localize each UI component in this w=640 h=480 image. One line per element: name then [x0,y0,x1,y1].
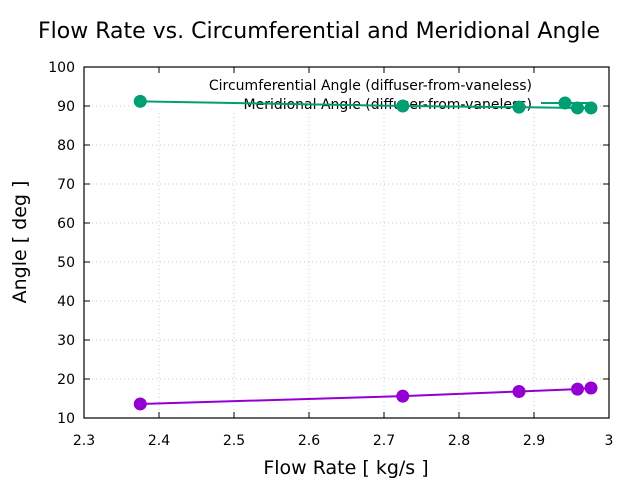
x-tick-label: 2.5 [223,433,245,449]
data-point-1 [133,94,147,108]
y-tick-label: 60 [57,216,75,232]
x-axis-label: Flow Rate [ kg/s ] [263,457,428,479]
x-tick-label: 2.9 [523,433,545,449]
series-overlay [133,94,598,115]
data-point-1 [512,100,526,114]
y-axis-label: Angle [ deg ] [9,181,31,304]
x-tick-label: 2.4 [148,433,170,449]
y-tick-label: 70 [57,177,75,193]
data-point-0 [512,384,526,398]
legend-sample-marker-1 [558,96,572,110]
data-point-0 [571,382,584,396]
grid [84,67,609,418]
y-tick-label: 50 [57,255,75,271]
y-tick-label: 40 [57,294,75,310]
y-tick-label: 80 [57,138,75,154]
y-tick-label: 20 [57,372,75,388]
x-tick-label: 2.8 [448,433,470,449]
data-point-0 [584,381,598,395]
plot-frame [83,66,610,419]
series-layer [133,78,598,411]
data-point-0 [396,389,410,403]
x-tick-label: 3 [605,433,614,449]
axes: 2.3 2.4 2.5 2.6 2.7 2.8 2.9 3 10 20 30 40 50 60 70 80 90… [48,60,613,449]
x-tick-label: 2.3 [73,433,95,449]
data-point-1 [396,99,410,113]
legend-label-0: Circumferential Angle (diffuser-from-van… [209,78,532,94]
x-tick-label: 2.7 [373,433,395,449]
y-tick-label: 100 [48,60,75,76]
data-point-1 [571,101,584,115]
data-point-1 [584,101,598,115]
y-tick-label: 10 [57,411,75,427]
data-point-0 [133,397,147,411]
x-tick-label: 2.6 [298,433,320,449]
chart-title: Flow Rate vs. Circumferential and Meridi… [38,19,600,44]
y-tick-label: 90 [57,99,75,115]
y-tick-label: 30 [57,333,75,349]
